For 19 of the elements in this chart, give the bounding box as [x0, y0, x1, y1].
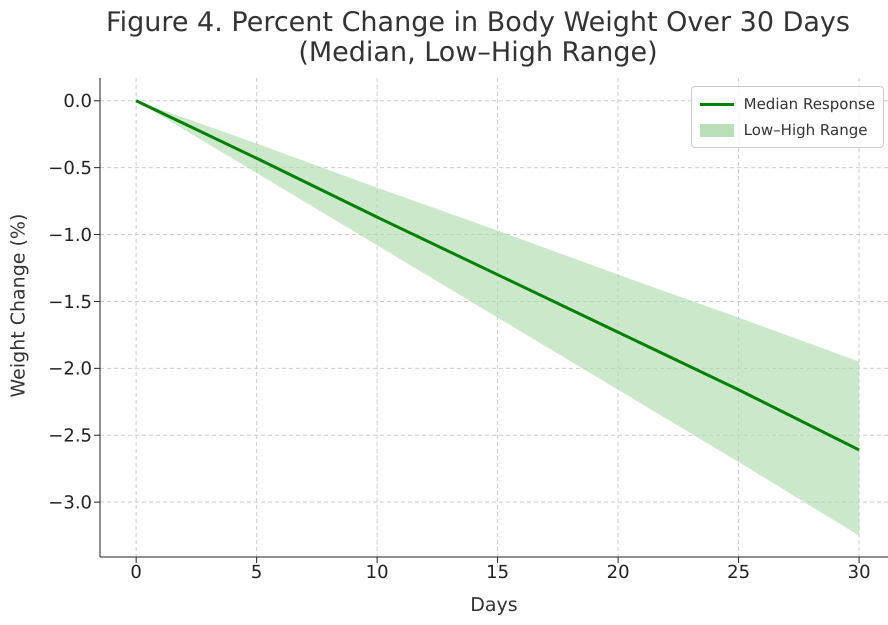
legend-label: Low–High Range — [744, 121, 868, 139]
x-axis-title: Days — [470, 594, 518, 616]
legend-label: Median Response — [744, 95, 875, 113]
y-tick-label: −2.0 — [48, 358, 92, 380]
x-tick-label: 25 — [727, 562, 750, 583]
y-axis-title: Weight Change (%) — [8, 214, 30, 398]
y-tick-label: −0.5 — [48, 158, 92, 180]
x-tick-label: 15 — [486, 562, 510, 583]
x-tick-label: 10 — [366, 562, 389, 583]
y-tick-label: −3.0 — [48, 492, 92, 514]
x-tick-label: 20 — [606, 562, 630, 583]
y-tick-label: −1.0 — [48, 224, 92, 246]
x-tick-label: 30 — [848, 562, 871, 583]
y-tick-label: 0.0 — [63, 91, 92, 112]
x-tick-label: 0 — [130, 562, 142, 583]
y-tick-label: −1.5 — [48, 292, 92, 313]
x-tick-label: 5 — [250, 562, 262, 583]
chart-title: Figure 4. Percent Change in Body Weight Over 30 Days (Median, Low–High Range) — [105, 7, 851, 68]
y-tick-label: −2.5 — [48, 426, 92, 447]
